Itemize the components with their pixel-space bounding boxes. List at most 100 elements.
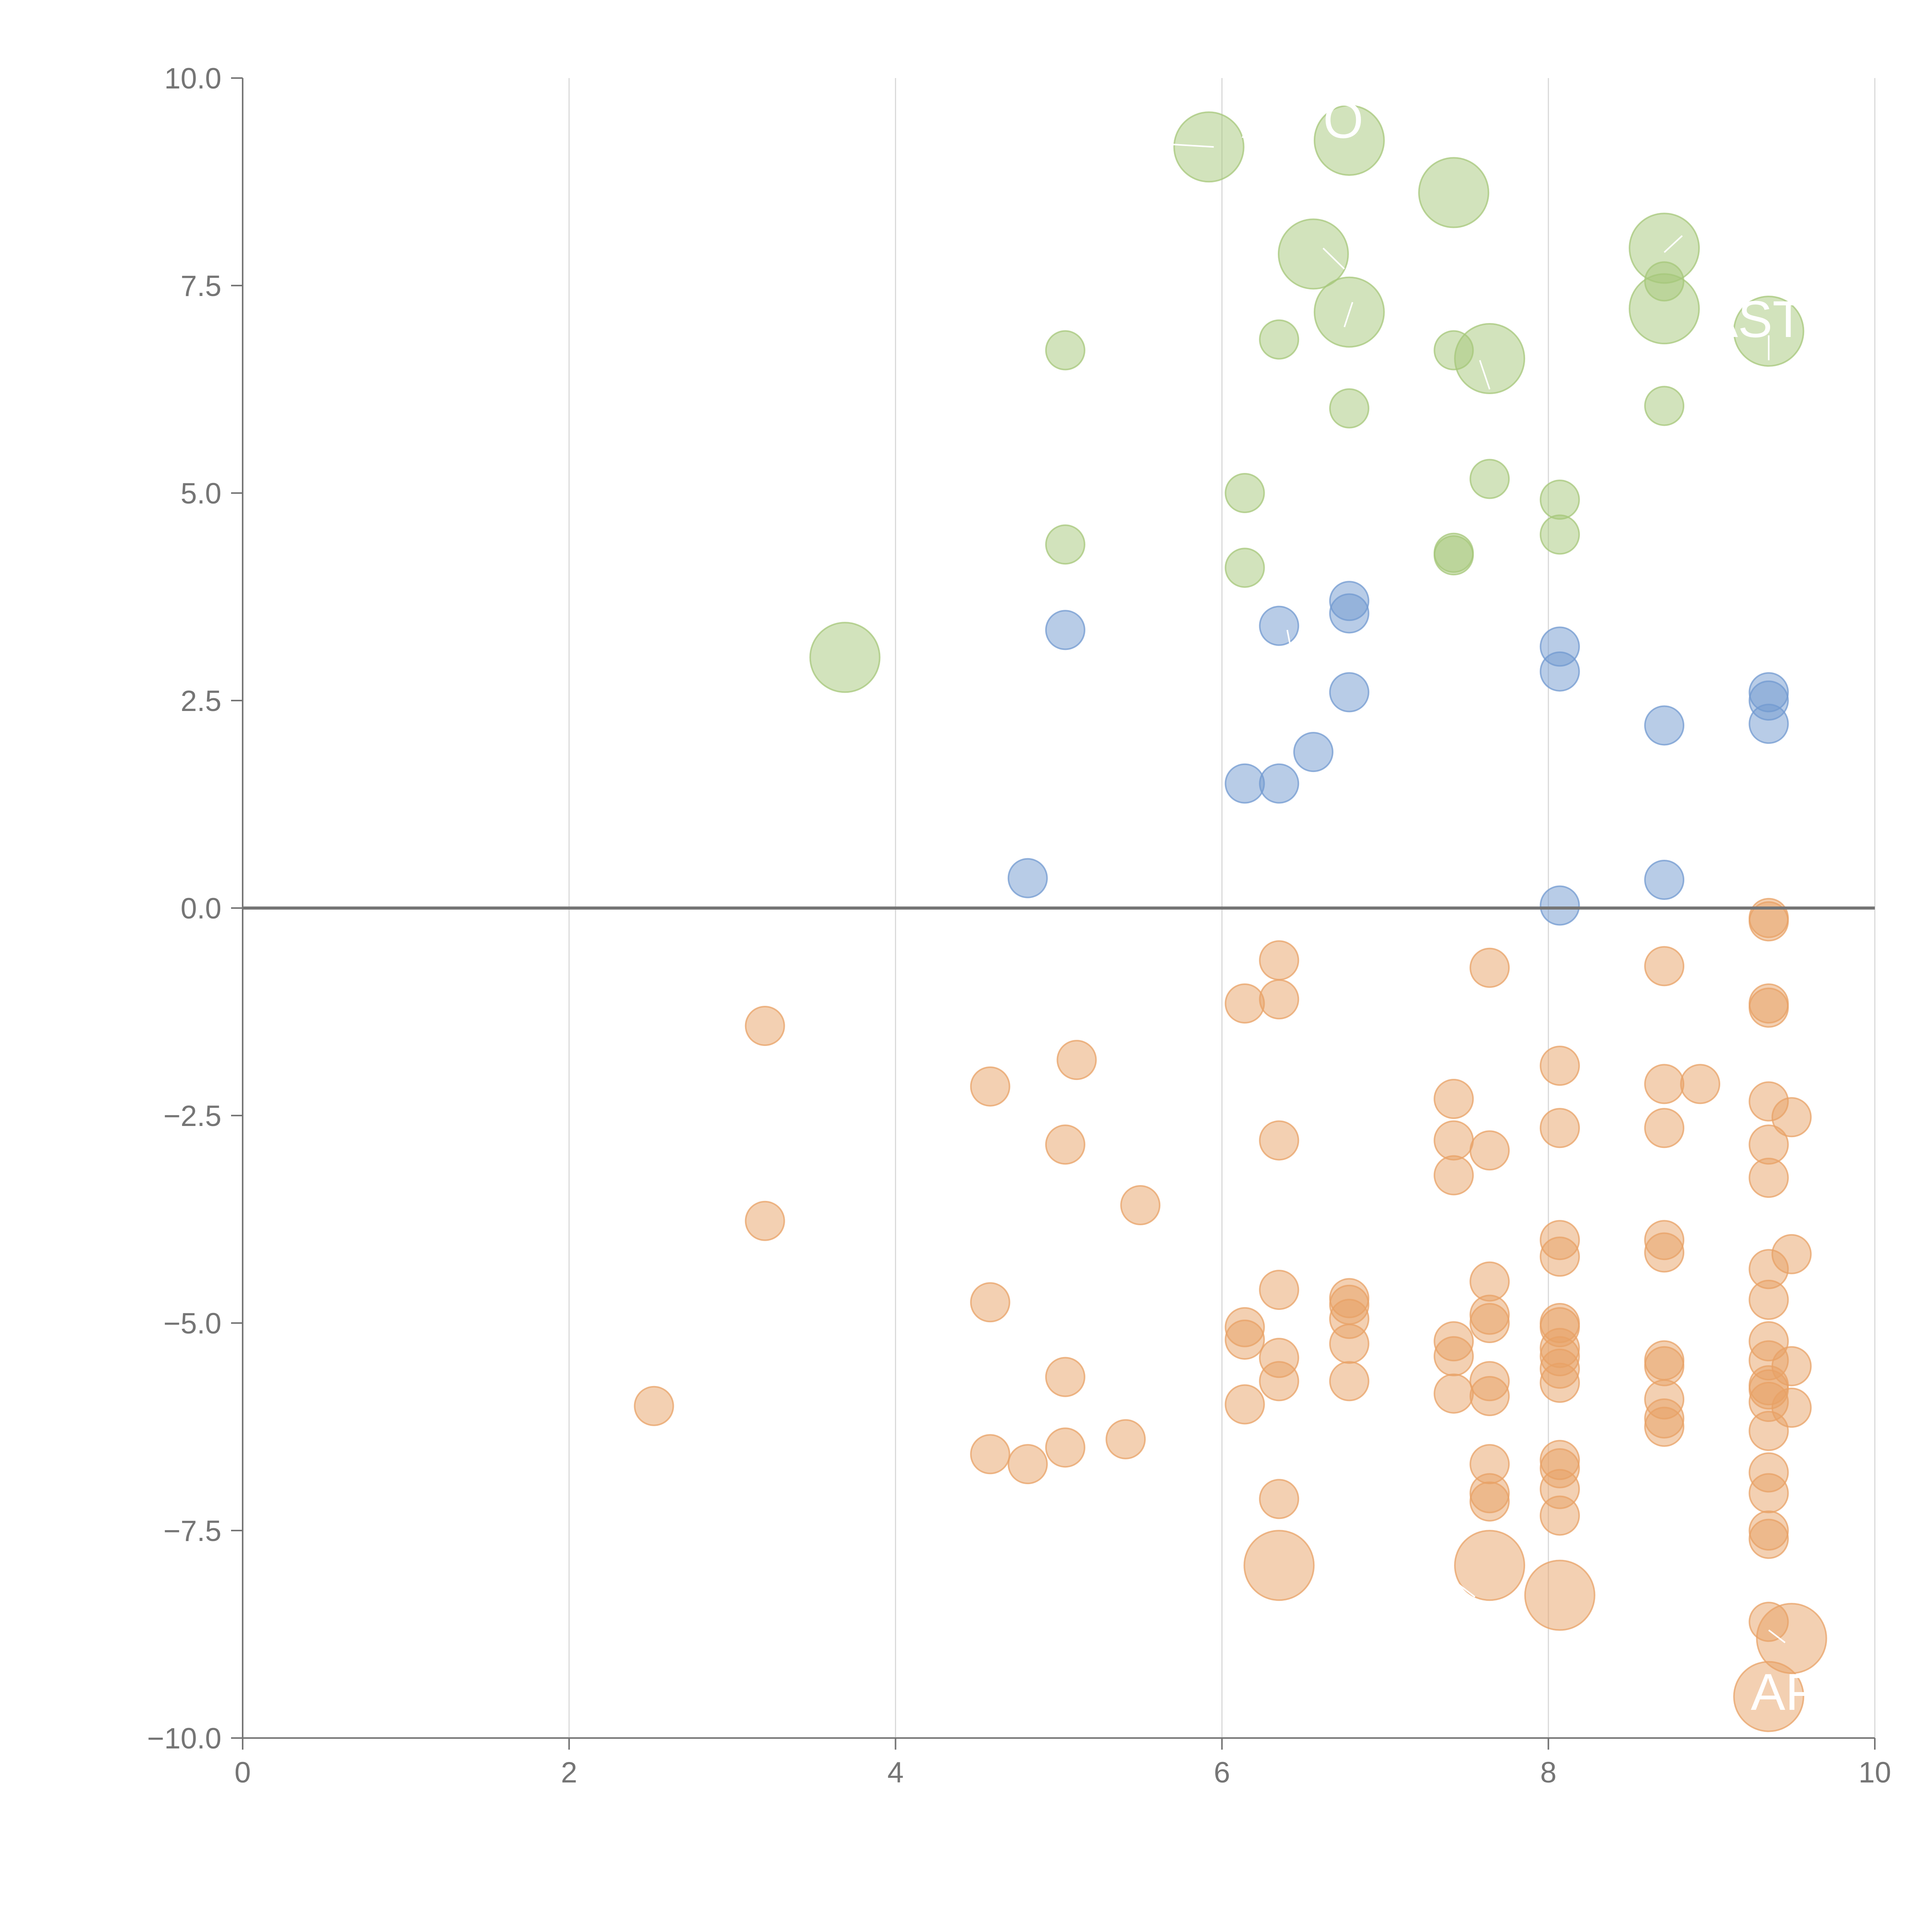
bubble-point [1243, 1530, 1315, 1601]
bubble-point [1056, 1040, 1097, 1080]
annotation-label: APL [1751, 1663, 1849, 1721]
bubble-point [1748, 1411, 1789, 1451]
bubble-point [1469, 1303, 1510, 1343]
bubble-point [1434, 1079, 1474, 1119]
y-tick-label: −10.0 [147, 1722, 221, 1755]
bubble-point [1045, 330, 1085, 371]
y-tick-label: 7.5 [180, 270, 221, 303]
bubble-point [1259, 940, 1299, 981]
annotation-leader [1173, 143, 1214, 148]
bubble-point [1469, 1130, 1510, 1171]
bubble-point [1225, 983, 1265, 1024]
bubble-point [1259, 1361, 1299, 1401]
bubble-point [1454, 1530, 1526, 1601]
bubble-point [809, 622, 881, 693]
bubble-point [1259, 1479, 1299, 1519]
bubble-point [1539, 1108, 1580, 1148]
bubble-point [1418, 157, 1490, 228]
bubble-point [1539, 1495, 1580, 1536]
bubble-point [1469, 947, 1510, 988]
bubble-point [1277, 218, 1349, 290]
bubble-point [1680, 1064, 1721, 1104]
bubble-point [1539, 1236, 1580, 1277]
bubble-point [1469, 459, 1510, 499]
y-tick-label: −7.5 [163, 1515, 221, 1548]
bubble-point [1434, 1155, 1474, 1196]
bubble-point [1007, 858, 1048, 898]
annotation-layer: A O ASTR APL [1173, 92, 1849, 1721]
y-tick-label: 10.0 [164, 62, 221, 95]
bubble-point [1259, 1120, 1299, 1161]
bubble-point [1329, 672, 1369, 713]
bubble-point [1644, 1232, 1685, 1273]
bubble-point [1329, 388, 1369, 429]
bubble-point [1045, 524, 1085, 565]
annotation-leader [1768, 1629, 1786, 1643]
bubble-point [970, 1434, 1010, 1475]
bubble-point [1045, 610, 1085, 650]
bubble-point [1225, 473, 1265, 513]
bubble-point [1524, 1560, 1595, 1631]
bubble-point [1434, 1336, 1474, 1376]
y-tick-label: −2.5 [163, 1100, 221, 1133]
bubble-point [1748, 1473, 1789, 1514]
bubble-point [1007, 1444, 1048, 1485]
bubble-point [1748, 901, 1789, 942]
y-tick-label: 5.0 [180, 477, 221, 510]
bubble-point [1293, 732, 1333, 772]
bubble-point [1644, 261, 1685, 302]
bubble-point [1644, 386, 1685, 426]
bubble-point [1259, 1270, 1299, 1310]
bubble-point [1644, 859, 1685, 900]
bubble-point [1225, 548, 1265, 588]
bubble-point [1434, 535, 1474, 576]
bubble-point [1644, 946, 1685, 986]
annotation-label: A [1242, 92, 1276, 149]
annotation-label: O [1323, 92, 1363, 149]
bubble-point [1434, 1373, 1474, 1414]
bubble-point [1539, 1046, 1580, 1086]
x-tick-label: 4 [887, 1756, 903, 1789]
bubble-point [970, 1066, 1010, 1107]
x-tick-label: 2 [561, 1756, 577, 1789]
bubble-layer [634, 105, 1827, 1732]
bubble-point [1539, 1362, 1580, 1403]
bubble-point [1748, 704, 1789, 744]
bubble-point [745, 1201, 785, 1241]
bubble-point [634, 1386, 674, 1426]
bubble-point [1748, 1519, 1789, 1559]
bubble-point [1225, 1319, 1265, 1360]
bubble-point [1539, 651, 1580, 692]
bubble-point [1120, 1185, 1161, 1225]
bubble-point [1644, 1108, 1685, 1148]
bubble-point [1259, 319, 1299, 360]
annotation-leader [1458, 1584, 1476, 1598]
bubble-point [1045, 1357, 1085, 1397]
bubble-point [1644, 1406, 1685, 1447]
bubble-point [1644, 705, 1685, 746]
bubble-point [1259, 979, 1299, 1020]
bubble-point [970, 1282, 1010, 1323]
bubble-point [1329, 1361, 1369, 1401]
bubble-point [1733, 296, 1804, 367]
bubble-point [1748, 987, 1789, 1028]
bubble-point [1329, 1323, 1369, 1364]
bubble-point [1771, 1097, 1812, 1138]
bubble-point [1539, 514, 1580, 555]
axes: 0 2 4 6 8 10 10.0 7.5 5.0 2.5 0.0 −2.5 −5.0 −7.5 −10.0 [147, 62, 1891, 1789]
annotation-leader [1344, 302, 1354, 328]
x-tick-label: 6 [1214, 1756, 1230, 1789]
bubble-point [1539, 480, 1580, 520]
bubble-point [1225, 1384, 1265, 1425]
annotation-leader [1286, 630, 1291, 647]
annotation-label: ASTR [1703, 291, 1841, 348]
y-tick-label: 2.5 [180, 685, 221, 718]
y-tick-label: 0.0 [180, 892, 221, 925]
x-tick-label: 0 [235, 1756, 251, 1789]
annotation-leader [1479, 360, 1491, 390]
bubble-point [1434, 330, 1474, 371]
bubble-point [1469, 1376, 1510, 1417]
bubble-point [1313, 105, 1385, 176]
bubble-point [1045, 1124, 1085, 1165]
